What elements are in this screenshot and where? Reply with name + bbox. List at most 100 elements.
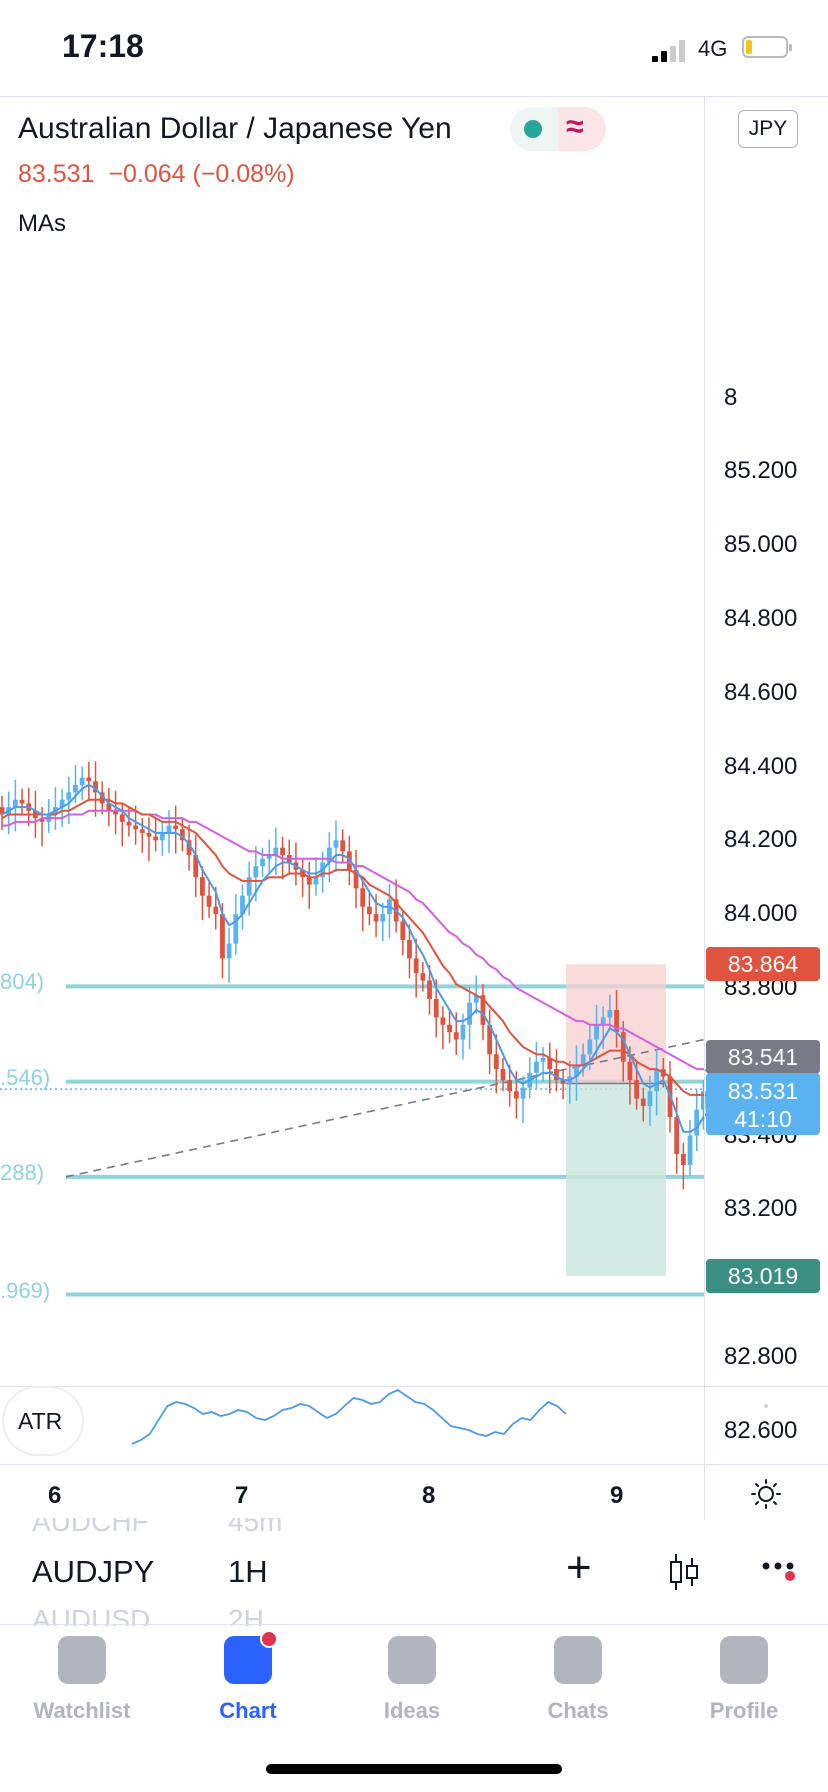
level-label: 288) bbox=[0, 1159, 45, 1185]
atr-dot bbox=[764, 1404, 768, 1408]
price-axis-tick: 84.600 bbox=[724, 678, 798, 706]
candle-body bbox=[206, 895, 212, 907]
candle-body bbox=[306, 877, 312, 885]
candle-body bbox=[119, 814, 125, 822]
ma-slow-line bbox=[2, 809, 711, 1074]
candle-body bbox=[19, 799, 25, 804]
price-axis-tick: 83.200 bbox=[724, 1195, 798, 1223]
tab-watchlist[interactable]: Watchlist bbox=[12, 1636, 152, 1724]
candle-body bbox=[179, 829, 185, 841]
candle-body bbox=[380, 914, 386, 922]
wave-icon: ≈ bbox=[566, 108, 584, 144]
candle-body bbox=[413, 958, 419, 974]
candle-body bbox=[246, 877, 252, 896]
symbol-picker[interactable]: AUDCHF 45m AUDUSD 2H bbox=[0, 1518, 828, 1626]
tab-label: Chats bbox=[547, 1698, 609, 1723]
chart-type-icon[interactable] bbox=[666, 1550, 702, 1594]
symbol-title[interactable]: Australian Dollar / Japanese Yen bbox=[18, 112, 452, 145]
candle-body bbox=[640, 1098, 646, 1106]
time-axis-tick: 9 bbox=[610, 1482, 624, 1509]
indicator-legend-mas[interactable]: MAs bbox=[18, 210, 66, 237]
candle-body bbox=[153, 836, 159, 841]
candle-body bbox=[607, 1010, 613, 1018]
last-price-tag: 83.531 41:10 bbox=[706, 1073, 820, 1136]
level-label: .546) bbox=[0, 1064, 51, 1090]
candle-body bbox=[373, 914, 379, 922]
status-time: 17:18 bbox=[62, 28, 144, 64]
time-axis-tick: 8 bbox=[422, 1482, 436, 1509]
candle-body bbox=[614, 1010, 619, 1033]
price-line: 83.531 −0.064 (−0.08%) bbox=[18, 160, 295, 189]
candle-body bbox=[173, 825, 179, 830]
candle-body bbox=[620, 1032, 626, 1062]
candle-body bbox=[534, 1061, 539, 1073]
add-button[interactable]: + bbox=[566, 1543, 592, 1592]
interval-option-above[interactable]: 45m bbox=[228, 1518, 283, 1537]
take-profit-price-tag: 83.019 bbox=[706, 1259, 820, 1294]
candle-body bbox=[166, 825, 172, 833]
tab-ideas[interactable]: Ideas bbox=[342, 1636, 482, 1724]
last-price-value: 83.531 bbox=[727, 1078, 799, 1105]
candle-body bbox=[407, 939, 412, 959]
currency-badge[interactable]: JPY bbox=[738, 110, 798, 148]
candle-body bbox=[360, 888, 366, 907]
candle-body bbox=[340, 840, 346, 852]
market-open-dot-icon bbox=[524, 120, 542, 138]
candle-body bbox=[420, 973, 426, 981]
candle-body bbox=[0, 807, 5, 815]
candle-body bbox=[547, 1058, 553, 1070]
sun-icon[interactable] bbox=[750, 1478, 782, 1510]
candle-body bbox=[467, 1002, 472, 1025]
atr-pane[interactable] bbox=[0, 1386, 704, 1464]
candle-body bbox=[213, 906, 219, 915]
price-axis-tick: 84.400 bbox=[724, 752, 798, 780]
candle-body bbox=[680, 1153, 686, 1166]
candle-body bbox=[106, 803, 112, 811]
candle-body bbox=[73, 784, 78, 793]
atr-line bbox=[131, 1388, 567, 1445]
entry-price-tag: 83.541 bbox=[706, 1040, 820, 1075]
candle-body bbox=[93, 781, 98, 793]
candle-body bbox=[159, 832, 165, 841]
tab-chats[interactable]: Chats bbox=[508, 1636, 648, 1724]
tab-label: Watchlist bbox=[33, 1698, 131, 1723]
home-indicator[interactable] bbox=[266, 1764, 562, 1774]
interval-option-below[interactable]: 2H bbox=[228, 1604, 264, 1626]
tab-label: Ideas bbox=[383, 1698, 441, 1723]
candle-body bbox=[453, 1032, 459, 1040]
tab-profile[interactable]: Profile bbox=[674, 1636, 814, 1724]
price-chart[interactable] bbox=[0, 96, 828, 1386]
candle-body bbox=[540, 1058, 546, 1062]
toolbar-symbol[interactable]: AUDJPY bbox=[32, 1554, 155, 1589]
candle-body bbox=[440, 1017, 446, 1025]
price-axis-tick: 82.800 bbox=[724, 1342, 798, 1370]
candle-body bbox=[694, 1109, 700, 1136]
chart-icon bbox=[224, 1630, 278, 1684]
candle-body bbox=[587, 1039, 593, 1055]
price-axis-tick: 84.000 bbox=[724, 900, 798, 928]
symbol-option-below[interactable]: AUDUSD bbox=[32, 1604, 151, 1626]
tab-chart[interactable]: Chart bbox=[178, 1630, 318, 1724]
price-axis-tick: 84.200 bbox=[724, 826, 798, 854]
more-options-icon[interactable] bbox=[760, 1554, 804, 1584]
atr-badge[interactable] bbox=[2, 1386, 84, 1456]
network-type: 4G bbox=[698, 36, 728, 61]
symbol-option-above[interactable]: AUDCHF bbox=[32, 1518, 149, 1537]
time-axis-tick: 6 bbox=[48, 1482, 62, 1509]
candle-body bbox=[99, 792, 105, 804]
price-axis-tick: 82.600 bbox=[724, 1416, 798, 1444]
candle-body bbox=[133, 825, 138, 830]
candle-body bbox=[367, 906, 372, 915]
price-axis-tick: 85.200 bbox=[724, 457, 798, 485]
candle-body bbox=[647, 1091, 653, 1106]
candle-body bbox=[554, 1069, 559, 1081]
candle-body bbox=[473, 995, 479, 1003]
header-divider bbox=[0, 96, 828, 97]
ma-medium-line bbox=[1, 798, 711, 1096]
take-profit-zone bbox=[566, 1083, 666, 1277]
price-change-percent: (−0.08%) bbox=[192, 160, 295, 188]
level-label: .969) bbox=[0, 1277, 51, 1303]
toolbar-interval[interactable]: 1H bbox=[228, 1554, 268, 1589]
candle-body bbox=[627, 1061, 633, 1081]
ma-fast-line bbox=[1, 783, 711, 1133]
